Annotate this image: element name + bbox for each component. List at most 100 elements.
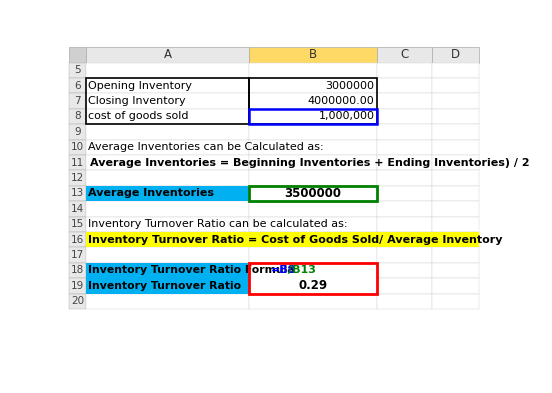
Bar	[376, 109, 432, 124]
Bar	[376, 186, 432, 201]
Text: 3500000: 3500000	[284, 187, 341, 200]
Bar	[376, 294, 432, 309]
Bar	[86, 278, 249, 294]
Bar	[69, 186, 86, 201]
Text: 16: 16	[71, 235, 84, 245]
Bar	[86, 232, 249, 247]
Bar	[69, 140, 86, 155]
Bar	[432, 278, 479, 294]
Bar	[249, 78, 376, 94]
Bar	[86, 78, 249, 124]
Text: D: D	[451, 48, 460, 61]
Bar	[86, 78, 249, 94]
Bar	[432, 247, 479, 263]
Text: Inventory Turnover Ratio can be calculated as:: Inventory Turnover Ratio can be calculat…	[88, 219, 348, 229]
Bar	[249, 170, 376, 186]
Bar	[86, 94, 249, 109]
Bar	[86, 124, 249, 140]
Bar	[86, 232, 479, 247]
Text: =B8: =B8	[270, 265, 296, 275]
Bar	[69, 47, 86, 62]
Bar	[432, 217, 479, 232]
Bar	[376, 232, 432, 247]
Bar	[86, 217, 249, 232]
Bar	[86, 155, 249, 170]
Bar	[86, 47, 249, 62]
Bar	[69, 217, 86, 232]
Text: 1,000,000: 1,000,000	[319, 112, 374, 121]
Bar	[86, 186, 249, 201]
Bar	[249, 124, 376, 140]
Bar	[86, 247, 249, 263]
Bar	[432, 94, 479, 109]
Bar	[432, 78, 479, 94]
Bar	[432, 201, 479, 217]
Bar	[376, 201, 432, 217]
Bar	[249, 186, 376, 201]
Bar	[69, 201, 86, 217]
Text: Average Inventories can be Calculated as:: Average Inventories can be Calculated as…	[88, 142, 324, 152]
Bar	[432, 294, 479, 309]
Bar	[376, 140, 432, 155]
Bar	[249, 47, 376, 62]
Text: Inventory Turnover Ratio: Inventory Turnover Ratio	[88, 281, 242, 291]
Text: 17: 17	[71, 250, 84, 260]
Bar	[432, 140, 479, 155]
Text: /B13: /B13	[288, 265, 316, 275]
Text: 15: 15	[71, 219, 84, 229]
Bar	[69, 94, 86, 109]
Bar	[249, 155, 376, 170]
Text: cost of goods sold: cost of goods sold	[88, 112, 189, 121]
Bar	[69, 78, 86, 94]
Bar	[249, 109, 376, 124]
Bar	[376, 263, 432, 278]
Text: 11: 11	[71, 158, 84, 168]
Bar	[69, 278, 86, 294]
Bar	[249, 186, 376, 201]
Bar	[249, 94, 376, 109]
Text: 7: 7	[74, 96, 81, 106]
Bar	[376, 47, 432, 62]
Bar	[376, 78, 432, 94]
Text: 3000000: 3000000	[325, 81, 374, 91]
Text: Average Inventories: Average Inventories	[88, 189, 214, 198]
Text: 6: 6	[74, 81, 81, 91]
Bar	[86, 109, 249, 124]
Bar	[69, 170, 86, 186]
Bar	[432, 124, 479, 140]
Text: 13: 13	[71, 189, 84, 198]
Text: 19: 19	[71, 281, 84, 291]
Text: 0.29: 0.29	[298, 279, 327, 292]
Text: Average Inventories = Beginning Inventories + Ending Inventories) / 2: Average Inventories = Beginning Inventor…	[90, 158, 529, 168]
Bar	[376, 94, 432, 109]
Text: 9: 9	[74, 127, 81, 137]
Bar	[376, 155, 432, 170]
Bar	[86, 186, 249, 201]
Text: A: A	[163, 48, 172, 61]
Bar	[376, 124, 432, 140]
Bar	[432, 263, 479, 278]
Text: Inventory Turnover Ratio Formula: Inventory Turnover Ratio Formula	[88, 265, 295, 275]
Bar	[249, 201, 376, 217]
Bar	[86, 294, 249, 309]
Bar	[86, 62, 249, 78]
Bar	[86, 278, 249, 294]
Bar	[249, 263, 376, 278]
Bar	[432, 47, 479, 62]
Bar	[376, 170, 432, 186]
Text: 4000000.00: 4000000.00	[307, 96, 374, 106]
Bar	[69, 232, 86, 247]
Bar	[432, 232, 479, 247]
Bar	[376, 217, 432, 232]
Bar	[69, 155, 86, 170]
Text: Inventory Turnover Ratio = Cost of Goods Sold/ Average Inventory: Inventory Turnover Ratio = Cost of Goods…	[88, 235, 503, 245]
Bar	[249, 278, 376, 294]
Text: C: C	[400, 48, 408, 61]
Bar	[249, 263, 376, 278]
Bar	[249, 263, 376, 294]
Bar	[249, 217, 376, 232]
Bar	[249, 247, 376, 263]
Bar	[69, 124, 86, 140]
Bar	[69, 109, 86, 124]
Bar	[432, 186, 479, 201]
